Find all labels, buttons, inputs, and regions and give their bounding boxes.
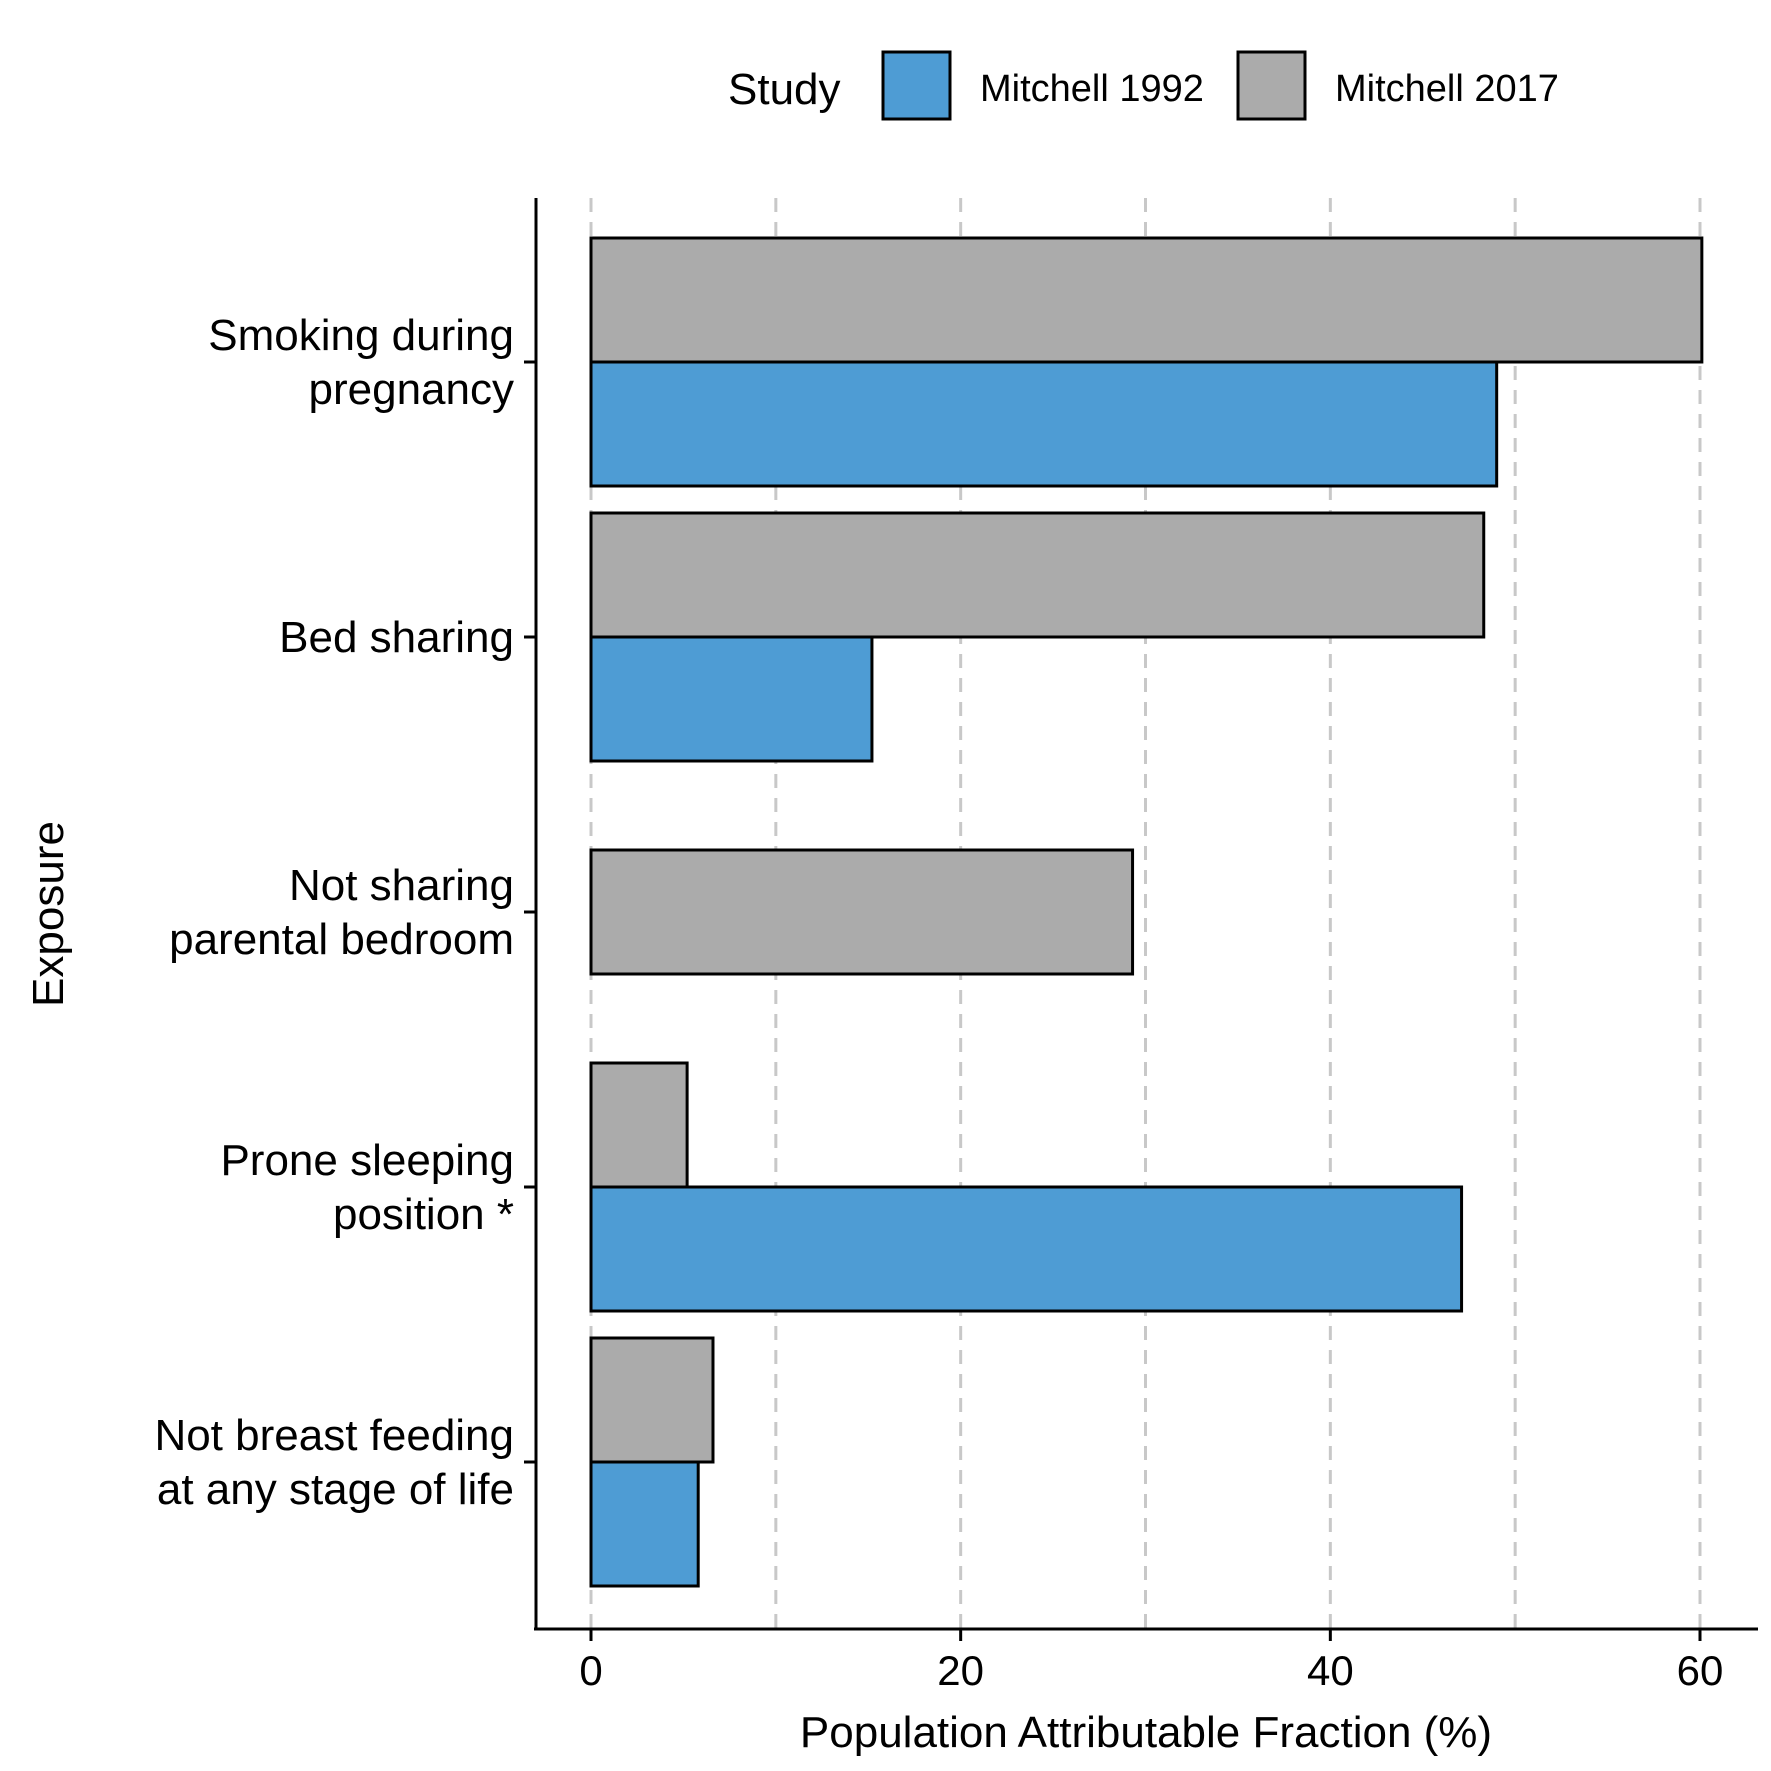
bar-mitchell-2017-1 xyxy=(589,511,1486,639)
legend-swatch-mitchell-2017 xyxy=(1236,50,1307,121)
bar-mitchell-1992-4 xyxy=(589,1460,700,1588)
legend-swatch-mitchell-1992 xyxy=(881,50,952,121)
category-label-line: Smoking during xyxy=(208,311,514,360)
category-label-line: Bed sharing xyxy=(279,613,514,662)
bars xyxy=(589,236,1704,1588)
category-label-4: Not breast feeding at any stage of life xyxy=(154,1411,514,1514)
bar-mitchell-1992-1 xyxy=(589,635,874,763)
category-label-line: Prone sleeping xyxy=(220,1136,514,1185)
x-tick-label-0: 0 xyxy=(579,1647,602,1694)
bar-mitchell-2017-0 xyxy=(589,236,1704,364)
legend-label-mitchell-1992: Mitchell 1992 xyxy=(980,68,1204,110)
legend: Study Mitchell 1992 Mitchell 2017 xyxy=(728,50,1559,121)
category-label-line: parental bedroom xyxy=(169,915,514,964)
category-label-line: at any stage of life xyxy=(157,1465,514,1514)
category-label-line: Not breast feeding xyxy=(154,1411,514,1460)
bar-mitchell-2017-2 xyxy=(589,848,1135,976)
category-label-line: pregnancy xyxy=(309,365,514,414)
x-tick-label-20: 20 xyxy=(937,1647,984,1694)
category-label-line: position * xyxy=(333,1190,514,1239)
category-label-3: Prone sleeping position * xyxy=(220,1136,514,1239)
x-tick-labels: 0 20 40 60 xyxy=(579,1629,1723,1694)
category-label-1: Bed sharing xyxy=(279,613,514,662)
x-tick-label-60: 60 xyxy=(1677,1647,1724,1694)
category-label-line: Not sharing xyxy=(289,861,514,910)
legend-label-mitchell-2017: Mitchell 2017 xyxy=(1335,68,1559,110)
x-tick-label-40: 40 xyxy=(1307,1647,1354,1694)
category-label-2: Not sharing parental bedroom xyxy=(169,861,514,964)
y-axis-title: Exposure xyxy=(24,821,73,1007)
bar-mitchell-2017-3 xyxy=(589,1061,689,1189)
bar-mitchell-2017-4 xyxy=(589,1336,715,1464)
legend-title: Study xyxy=(728,65,841,114)
category-label-0: Smoking during pregnancy xyxy=(208,311,514,414)
category-labels: Smoking during pregnancy Bed sharing Not sh… xyxy=(154,311,536,1514)
x-axis-title: Population Attributable Fraction (%) xyxy=(800,1708,1492,1757)
bar-mitchell-1992-3 xyxy=(589,1185,1464,1313)
bar-mitchell-1992-0 xyxy=(589,360,1499,488)
